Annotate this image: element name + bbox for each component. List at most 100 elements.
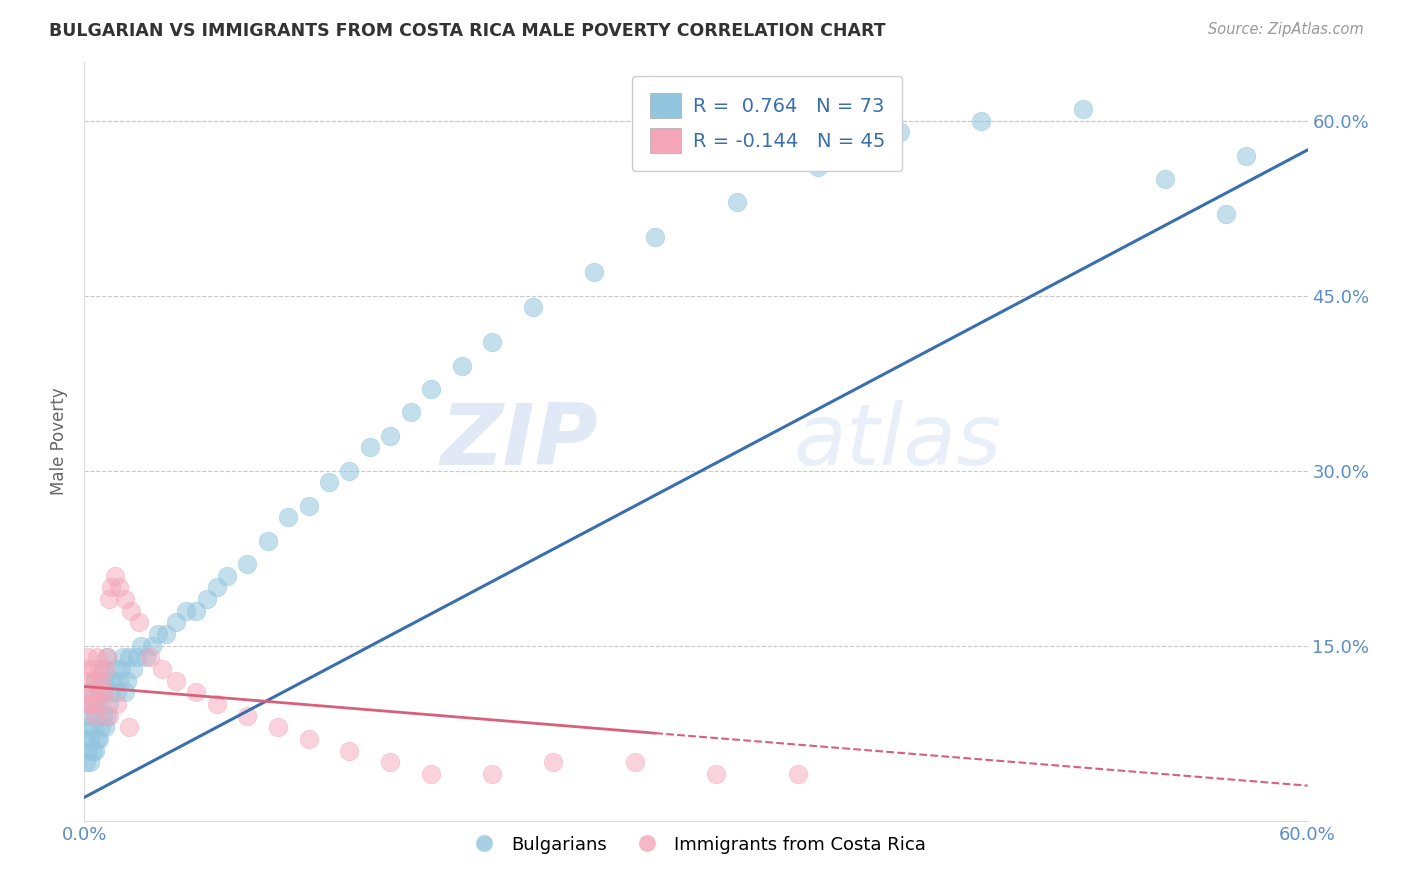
Point bbox=[186, 685, 208, 699]
Point bbox=[114, 685, 136, 699]
Point bbox=[399, 405, 422, 419]
Y-axis label: Male Poverty: Male Poverty bbox=[51, 388, 69, 495]
Point bbox=[450, 359, 472, 373]
Point bbox=[75, 697, 97, 711]
Point bbox=[91, 662, 114, 676]
Point bbox=[205, 580, 228, 594]
Point bbox=[1154, 172, 1177, 186]
Text: atlas: atlas bbox=[794, 400, 1002, 483]
Point bbox=[380, 756, 402, 770]
Point bbox=[380, 428, 402, 442]
Point bbox=[583, 265, 606, 279]
Point bbox=[90, 720, 112, 734]
Point bbox=[236, 708, 259, 723]
Point bbox=[93, 720, 115, 734]
Point bbox=[644, 230, 666, 244]
Point bbox=[86, 731, 108, 746]
Point bbox=[131, 639, 153, 653]
Point bbox=[82, 685, 104, 699]
Point bbox=[79, 756, 101, 770]
Point bbox=[79, 697, 101, 711]
Point bbox=[138, 650, 160, 665]
Point bbox=[155, 627, 177, 641]
Point bbox=[82, 744, 104, 758]
Point bbox=[87, 685, 110, 699]
Text: BULGARIAN VS IMMIGRANTS FROM COSTA RICA MALE POVERTY CORRELATION CHART: BULGARIAN VS IMMIGRANTS FROM COSTA RICA … bbox=[49, 22, 886, 40]
Point bbox=[267, 720, 290, 734]
Point bbox=[174, 604, 197, 618]
Point bbox=[96, 650, 118, 665]
Point bbox=[82, 662, 104, 676]
Point bbox=[236, 557, 259, 571]
Point bbox=[91, 685, 114, 699]
Text: Source: ZipAtlas.com: Source: ZipAtlas.com bbox=[1208, 22, 1364, 37]
Point bbox=[96, 650, 118, 665]
Point bbox=[83, 708, 105, 723]
Point bbox=[77, 708, 100, 723]
Point bbox=[100, 580, 122, 594]
Point bbox=[165, 673, 187, 688]
Point bbox=[118, 650, 141, 665]
Point bbox=[100, 685, 122, 699]
Point bbox=[889, 125, 911, 139]
Point bbox=[725, 195, 748, 210]
Point bbox=[110, 662, 132, 676]
Point bbox=[128, 615, 150, 630]
Point bbox=[104, 568, 127, 582]
Legend: Bulgarians, Immigrants from Costa Rica: Bulgarians, Immigrants from Costa Rica bbox=[458, 829, 934, 861]
Point bbox=[624, 756, 647, 770]
Point bbox=[82, 720, 104, 734]
Point bbox=[90, 673, 112, 688]
Point bbox=[83, 708, 105, 723]
Point bbox=[93, 673, 115, 688]
Point bbox=[146, 627, 169, 641]
Point bbox=[115, 673, 138, 688]
Point bbox=[543, 756, 565, 770]
Point bbox=[298, 731, 321, 746]
Point bbox=[165, 615, 187, 630]
Point bbox=[75, 662, 97, 676]
Point bbox=[807, 161, 830, 175]
Point bbox=[97, 708, 120, 723]
Point bbox=[298, 499, 321, 513]
Point bbox=[87, 662, 110, 676]
Point bbox=[83, 697, 105, 711]
Point bbox=[79, 731, 101, 746]
Point bbox=[90, 673, 112, 688]
Point bbox=[75, 756, 97, 770]
Point bbox=[77, 650, 100, 665]
Point bbox=[186, 604, 208, 618]
Point bbox=[82, 685, 104, 699]
Point bbox=[86, 650, 108, 665]
Point bbox=[150, 662, 173, 676]
Point bbox=[970, 113, 993, 128]
Point bbox=[318, 475, 340, 490]
Point bbox=[481, 335, 503, 350]
Point bbox=[195, 592, 218, 607]
Point bbox=[205, 697, 228, 711]
Point bbox=[87, 731, 110, 746]
Point bbox=[787, 767, 810, 781]
Point bbox=[83, 744, 105, 758]
Point bbox=[706, 767, 728, 781]
Point bbox=[79, 673, 101, 688]
Point bbox=[91, 685, 114, 699]
Point bbox=[97, 697, 120, 711]
Point bbox=[122, 662, 145, 676]
Point bbox=[339, 744, 361, 758]
Point bbox=[112, 650, 135, 665]
Point bbox=[83, 673, 105, 688]
Point bbox=[79, 697, 101, 711]
Point bbox=[77, 685, 100, 699]
Point bbox=[420, 767, 443, 781]
Point bbox=[481, 767, 503, 781]
Point bbox=[77, 720, 100, 734]
Point bbox=[118, 720, 141, 734]
Point bbox=[83, 673, 105, 688]
Point bbox=[96, 708, 118, 723]
Point bbox=[108, 673, 131, 688]
Point bbox=[97, 592, 120, 607]
Point bbox=[114, 592, 136, 607]
Point bbox=[522, 301, 544, 315]
Point bbox=[277, 510, 299, 524]
